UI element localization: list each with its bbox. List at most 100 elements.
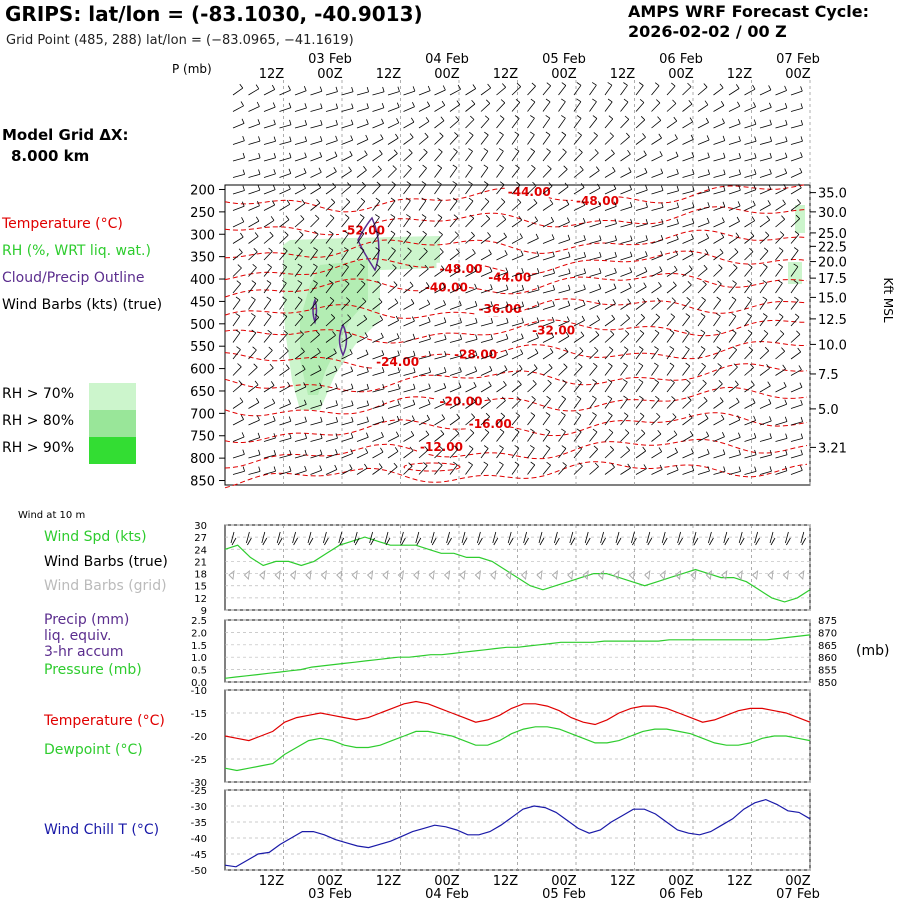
wind-barb bbox=[279, 141, 292, 145]
wind-barb bbox=[759, 403, 772, 409]
wind-barb bbox=[248, 349, 257, 360]
wind-barb bbox=[790, 90, 803, 96]
wind-barb bbox=[310, 334, 320, 343]
wind-barb bbox=[418, 268, 429, 277]
wind-barb bbox=[248, 283, 257, 294]
wind-barb bbox=[790, 470, 803, 475]
wind-barb-feather bbox=[576, 115, 582, 119]
wind-barb bbox=[403, 184, 412, 195]
wind-barb bbox=[589, 466, 599, 475]
wind-barb bbox=[573, 288, 586, 294]
surface-wind-barb-feather bbox=[570, 537, 576, 546]
wind-barb-feather bbox=[490, 317, 493, 324]
precip-ytick: 0.5 bbox=[191, 666, 207, 677]
pressure-unit-label: (mb) bbox=[856, 643, 890, 659]
wind-barb-feather bbox=[438, 461, 443, 466]
wind-barb-feather bbox=[349, 151, 353, 156]
wind-barb bbox=[403, 355, 416, 360]
wind-barb bbox=[589, 431, 598, 442]
wind-barb bbox=[558, 204, 570, 211]
wind-barb bbox=[465, 119, 475, 129]
surface-wind-barb-grid bbox=[705, 569, 712, 580]
wind-barb bbox=[294, 124, 307, 129]
wind-barb bbox=[496, 150, 504, 162]
wind-barb bbox=[263, 437, 276, 442]
wind-barb-feather bbox=[768, 85, 772, 91]
wind-barb-feather bbox=[577, 445, 582, 450]
wind-barb-feather bbox=[258, 466, 261, 472]
wind-barb bbox=[310, 454, 323, 459]
wind-barb bbox=[511, 219, 523, 228]
wind-barb bbox=[341, 468, 353, 475]
wind-barb bbox=[666, 382, 675, 393]
wind-barb-feather bbox=[328, 247, 334, 251]
wind-barb-feather bbox=[499, 181, 505, 186]
temp-contour bbox=[224, 363, 808, 393]
wind-barb-feather bbox=[442, 85, 446, 91]
wind-barb-feather bbox=[252, 263, 257, 268]
wind-barb bbox=[341, 91, 354, 96]
wind-barb bbox=[542, 431, 551, 442]
bottom-date-label: 06 Feb bbox=[659, 887, 703, 900]
wind-barb-feather bbox=[764, 346, 769, 352]
wind-barb bbox=[232, 349, 241, 360]
surface-wind-barb-feather bbox=[801, 537, 807, 546]
wind-barb-feather bbox=[320, 416, 323, 422]
wind-barb-feather bbox=[598, 218, 602, 224]
wind-barb bbox=[744, 471, 757, 475]
wind-barb-feather bbox=[303, 382, 307, 388]
wind-barb bbox=[635, 286, 647, 294]
wind-barb-feather bbox=[784, 416, 788, 422]
legend-swatch-rh90 bbox=[89, 437, 136, 464]
wind-barb-feather bbox=[716, 346, 722, 350]
wind-barb-feather bbox=[335, 135, 338, 141]
wind-barb bbox=[620, 333, 630, 343]
wind-barbs-true-label: Wind Barbs (true) bbox=[44, 554, 168, 570]
wind-barb-feather bbox=[614, 218, 617, 224]
wind-barb-feather bbox=[424, 264, 429, 270]
wind-barb-feather bbox=[752, 200, 756, 206]
wind-barb-feather bbox=[752, 398, 756, 404]
wind-barb-feather bbox=[675, 250, 679, 255]
wind-barb-feather bbox=[612, 166, 616, 172]
wind-barb bbox=[604, 303, 616, 310]
wind-barb bbox=[651, 120, 662, 129]
wind-barb bbox=[558, 320, 570, 327]
wind-barb-feather bbox=[453, 445, 459, 450]
wind-barb bbox=[589, 366, 598, 376]
surface-wind-barb bbox=[631, 531, 635, 544]
temp-ytick: -15 bbox=[191, 709, 207, 720]
wind-barb bbox=[728, 384, 739, 393]
top-date-label: 07 Feb bbox=[776, 52, 820, 67]
wind-barb bbox=[372, 436, 384, 442]
wind-barb-feather bbox=[359, 230, 365, 235]
wind-barb bbox=[356, 217, 365, 228]
wind-barb bbox=[341, 388, 354, 393]
wind-barb-feather bbox=[471, 231, 475, 236]
wind-barb bbox=[356, 467, 368, 475]
wind-barb-feather bbox=[299, 330, 304, 335]
wind-barb bbox=[651, 207, 664, 211]
wind-barb-feather bbox=[560, 412, 566, 416]
wind-barb bbox=[682, 190, 695, 195]
wind-barb-feather bbox=[720, 232, 725, 238]
wind-barb bbox=[511, 184, 521, 195]
wind-barb bbox=[713, 453, 726, 459]
surface-wind-barb bbox=[692, 531, 697, 544]
wind-barb bbox=[465, 252, 476, 261]
wind-barb bbox=[480, 400, 491, 409]
wind-barb-feather bbox=[692, 185, 695, 192]
wind-barb bbox=[403, 106, 415, 112]
wind-barb bbox=[651, 332, 660, 343]
wind-barb-feather bbox=[660, 250, 663, 256]
wind-barb bbox=[418, 403, 431, 409]
wind-barb bbox=[620, 136, 630, 145]
height-tick-label: 5.0 bbox=[818, 403, 839, 418]
temp-contour bbox=[224, 229, 808, 259]
wind-barb-feather bbox=[721, 118, 725, 124]
wind-barb bbox=[542, 305, 555, 310]
wind-barb bbox=[744, 454, 757, 459]
wspd-ytick: 9 bbox=[201, 606, 207, 617]
wind-barb bbox=[558, 239, 570, 244]
wind-barb-feather bbox=[702, 280, 707, 285]
